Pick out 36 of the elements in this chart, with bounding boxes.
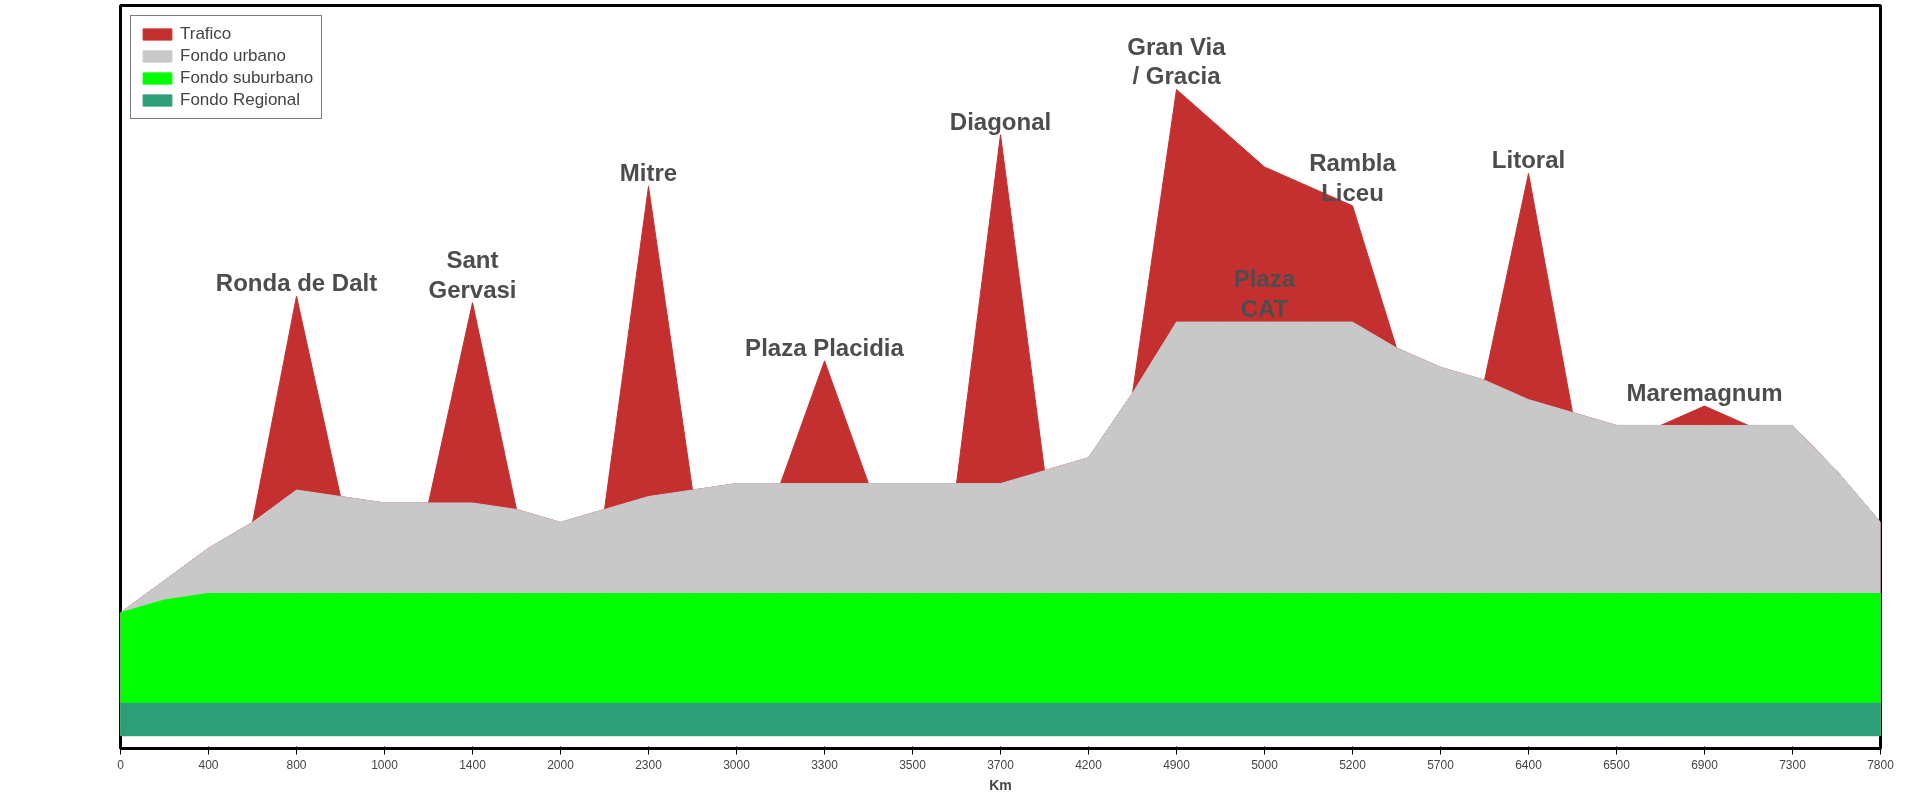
x-tick-label: 6500	[1603, 757, 1631, 772]
legend-label: Trafico	[180, 24, 232, 44]
x-tick-label: 3000	[723, 757, 751, 772]
legend-label: Fondo urbano	[180, 46, 286, 66]
annotation: Maremagnum	[1626, 379, 1783, 407]
x-tick-label: 2300	[635, 757, 663, 772]
legend-label: Fondo suburbano	[180, 68, 314, 88]
x-tick-label: 1000	[371, 757, 399, 772]
annotation: Sant Gervasi	[428, 246, 517, 303]
legend-label: Fondo Regional	[180, 90, 301, 110]
x-tick-label: 6900	[1691, 757, 1719, 772]
x-tick-label: 5700	[1427, 757, 1455, 772]
annotation: Gran Via / Gracia	[1127, 32, 1227, 90]
annotation: Plaza CAT	[1233, 265, 1296, 323]
x-tick-label: 7800	[1867, 757, 1895, 772]
x-tick-label: 5200	[1339, 757, 1367, 772]
annotation: Ronda de Dalt	[215, 269, 378, 297]
annotation: Mitre	[619, 159, 678, 187]
x-tick-label: 800	[286, 757, 307, 772]
x-tick-label: 6400	[1515, 757, 1543, 772]
annotation: Plaza Placidia	[745, 333, 905, 361]
annotation: Diagonal	[949, 107, 1052, 135]
x-tick-label: 0	[117, 757, 125, 772]
x-tick-label: 3300	[811, 757, 839, 772]
x-tick-label: 400	[198, 757, 219, 772]
x-axis-title: Km	[989, 776, 1012, 793]
annotation: Rambla Liceu	[1309, 149, 1397, 206]
annotation: Litoral	[1491, 146, 1566, 174]
x-tick-label: 1400	[459, 757, 487, 772]
x-tick-label: 4900	[1163, 757, 1191, 772]
x-tick-label: 4200	[1075, 757, 1103, 772]
x-tick-label: 3500	[899, 757, 927, 772]
x-tick-label: 3700	[987, 757, 1015, 772]
x-tick-label: 2000	[547, 757, 575, 772]
x-tick-label: 5000	[1251, 757, 1279, 772]
x-tick-label: 7300	[1779, 757, 1807, 772]
